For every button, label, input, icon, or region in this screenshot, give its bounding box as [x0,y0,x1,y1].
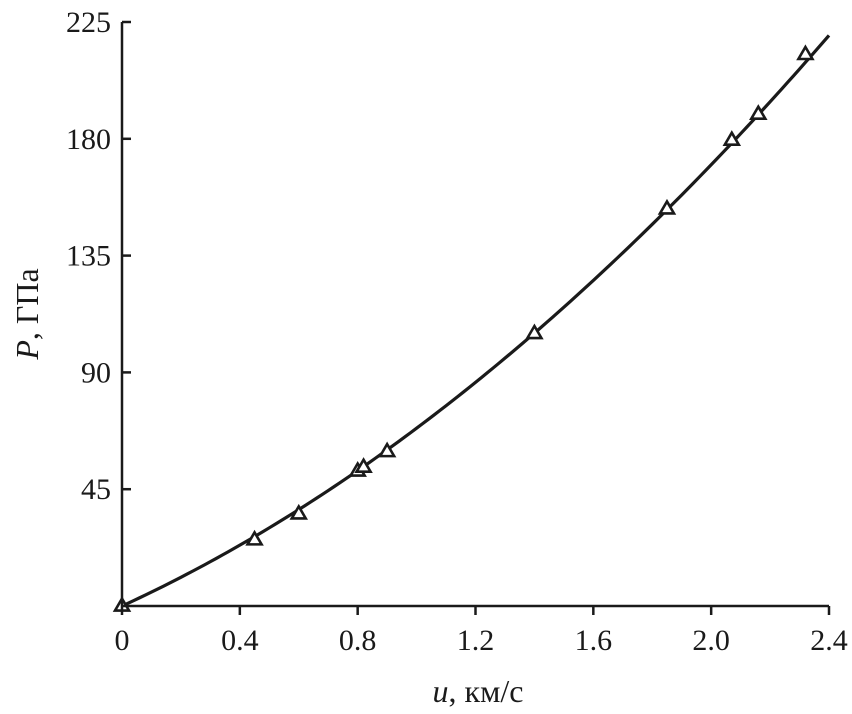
x-axis-label: u, км/с [433,673,524,709]
y-axis-ticks: 45 90 135 180 225 [66,6,131,506]
x-axis-ticks: 0 0.4 0.8 1.2 1.6 2.0 2.4 [115,606,848,657]
data-point-triangle [525,323,544,340]
x-tick-label: 0.8 [339,624,377,657]
x-tick-label: 2.0 [692,624,730,657]
data-markers [112,44,815,612]
x-tick-label: 0.4 [221,624,259,657]
x-tick-label: 2.4 [810,624,848,657]
data-point-triangle [354,457,373,473]
fit-curve [121,34,831,608]
data-point-triangle [657,198,677,215]
y-tick-label: 135 [66,240,111,273]
data-point-triangle [722,130,742,146]
data-point-triangle [245,529,264,546]
data-point-triangle [749,104,768,121]
y-tick-label: 45 [81,473,111,506]
data-point-triangle [796,44,815,61]
data-point-triangle [289,503,309,520]
y-tick-label: 225 [66,6,111,39]
x-tick-label: 1.6 [575,624,613,657]
x-tick-label: 1.2 [457,624,495,657]
y-axis-label: P, ГПа [9,268,45,360]
plot-area [112,34,831,612]
axes: 0 0.4 0.8 1.2 1.6 2.0 2.4 45 90 135 180 225 [66,6,848,657]
x-tick-label: 0 [115,624,130,657]
data-point-triangle [377,441,397,458]
y-tick-label: 180 [66,123,111,156]
y-tick-label: 90 [81,356,111,389]
